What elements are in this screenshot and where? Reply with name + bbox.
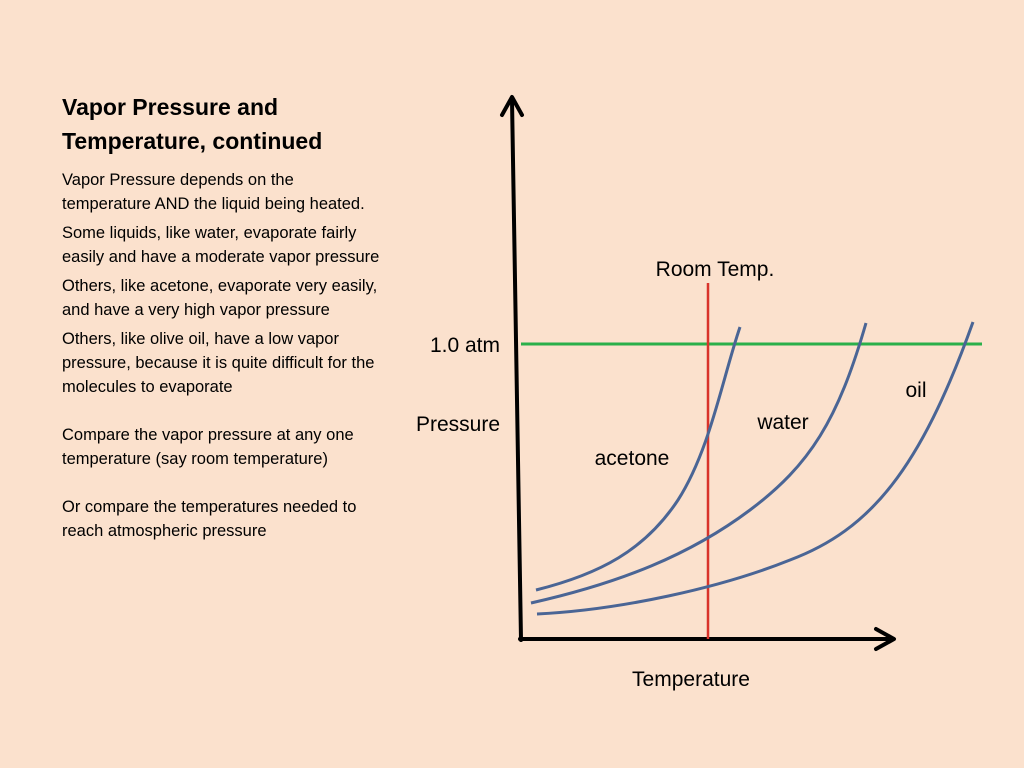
oil-curve <box>536 321 975 616</box>
acetone-curve <box>535 326 742 592</box>
y-axis <box>510 98 523 642</box>
title-line-1: Vapor Pressure and <box>62 94 279 120</box>
title-line-2: Temperature, continued <box>62 128 323 154</box>
paragraph-compare-temperature: Or compare the temperatures needed to re… <box>62 498 357 540</box>
slide-title: Vapor Pressure and Temperature, continue… <box>62 90 382 158</box>
paragraph-water: Some liquids, like water, evaporate fair… <box>62 224 380 266</box>
atm-label: 1.0 atm <box>430 334 500 357</box>
room-temp-label: Room Temp. <box>656 258 775 281</box>
y-axis-arrowhead <box>500 95 524 117</box>
x-axis-arrowhead <box>874 627 896 651</box>
acetone-label: acetone <box>595 447 670 470</box>
text-panel: Vapor Pressure and Temperature, continue… <box>62 90 382 548</box>
water-label: water <box>756 411 808 434</box>
y-axis-label: Pressure <box>416 413 500 436</box>
paragraph-oil: Others, like olive oil, have a low vapor… <box>62 330 375 396</box>
paragraph-acetone: Others, like acetone, evaporate very eas… <box>62 277 378 319</box>
paragraph-dependence: Vapor Pressure depends on the temperatur… <box>62 171 365 213</box>
oil-label: oil <box>905 379 926 402</box>
water-curve <box>530 322 868 605</box>
x-axis-label: Temperature <box>632 668 750 691</box>
paragraph-compare-pressure: Compare the vapor pressure at any one te… <box>62 426 354 468</box>
